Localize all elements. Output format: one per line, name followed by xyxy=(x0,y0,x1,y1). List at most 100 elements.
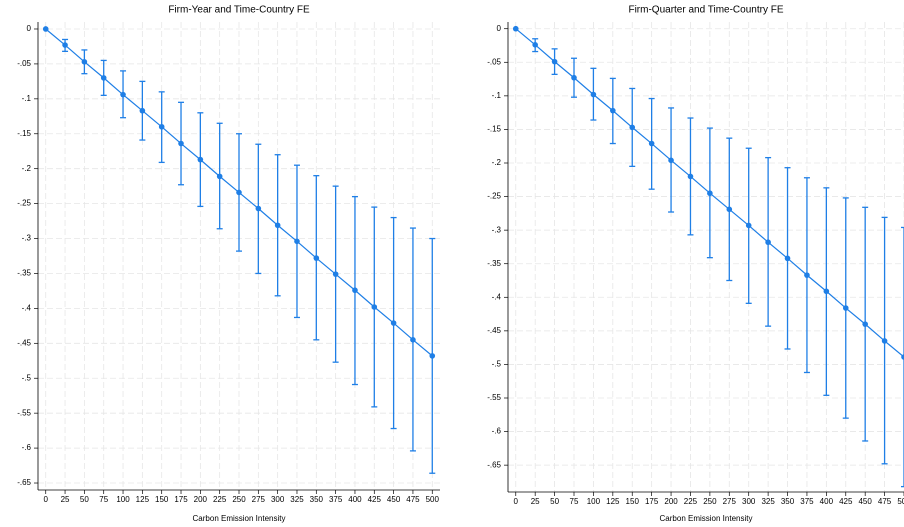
point xyxy=(512,25,519,32)
x-tick-label: 100 xyxy=(116,495,130,504)
x-tick-label: 450 xyxy=(387,495,401,504)
point xyxy=(804,272,810,278)
y-tick-label: -.4 xyxy=(22,303,32,312)
x-tick-label: 400 xyxy=(348,495,362,504)
point xyxy=(100,75,107,81)
y-tick-label: -.1 xyxy=(492,91,502,100)
x-tick-label: 25 xyxy=(61,495,70,504)
x-tick-label: 75 xyxy=(99,495,108,504)
chart-title: Firm-Year and Time-Country FE xyxy=(168,5,310,16)
point xyxy=(610,107,616,114)
y-tick-label: -.5 xyxy=(492,360,502,369)
y-tick-label: -.6 xyxy=(22,443,32,452)
point xyxy=(42,26,49,32)
point xyxy=(352,287,358,294)
x-tick-label: 475 xyxy=(878,497,892,506)
point xyxy=(81,59,88,65)
point xyxy=(236,189,242,196)
y-tick-label: -.35 xyxy=(487,259,501,268)
y-tick-label: -.45 xyxy=(487,326,501,335)
x-tick-label: 475 xyxy=(406,495,420,504)
x-tick-label: 50 xyxy=(80,495,89,504)
x-axis-label: Carbon Emission Intensity xyxy=(660,514,753,523)
point xyxy=(216,173,223,180)
x-tick-label: 100 xyxy=(587,497,601,506)
y-tick-label: -.4 xyxy=(492,292,502,301)
x-tick-label: 325 xyxy=(290,495,304,504)
x-tick-label: 50 xyxy=(550,497,559,506)
point xyxy=(62,42,68,48)
x-tick-label: 275 xyxy=(252,495,266,504)
point xyxy=(648,140,655,147)
x-tick-label: 325 xyxy=(761,497,775,506)
point xyxy=(120,91,126,98)
x-tick-label: 375 xyxy=(329,495,343,504)
point xyxy=(590,91,597,98)
point xyxy=(707,190,713,197)
x-tick-label: 450 xyxy=(858,497,872,506)
y-tick-label: -.15 xyxy=(487,125,501,134)
y-tick-label: -.3 xyxy=(22,234,32,243)
x-tick-label: 0 xyxy=(514,497,519,506)
y-tick-label: -.55 xyxy=(17,408,31,417)
x-axis-label: Carbon Emission Intensity xyxy=(193,514,286,523)
x-tick-label: 150 xyxy=(626,497,640,506)
point xyxy=(158,123,165,130)
point xyxy=(197,156,204,163)
x-tick-label: 175 xyxy=(645,497,659,506)
x-tick-label: 275 xyxy=(723,497,737,506)
y-tick-label: -.65 xyxy=(487,460,501,469)
x-tick-label: 300 xyxy=(271,495,285,504)
y-tick-label: -.1 xyxy=(22,94,32,103)
x-tick-label: 300 xyxy=(742,497,756,506)
point xyxy=(823,288,830,295)
x-tick-label: 400 xyxy=(820,497,834,506)
point xyxy=(313,255,320,261)
point xyxy=(842,305,849,311)
x-tick-label: 250 xyxy=(703,497,717,506)
point xyxy=(765,239,771,246)
point xyxy=(901,354,904,360)
point xyxy=(255,205,262,212)
x-tick-label: 175 xyxy=(174,495,188,504)
x-tick-label: 75 xyxy=(570,497,579,506)
y-tick-label: -.3 xyxy=(492,225,502,234)
x-tick-label: 125 xyxy=(136,495,150,504)
x-tick-label: 350 xyxy=(781,497,795,506)
y-tick-label: -.05 xyxy=(487,57,501,66)
x-tick-label: 425 xyxy=(839,497,853,506)
point xyxy=(532,42,538,48)
y-tick-label: 0 xyxy=(497,24,502,33)
y-tick-label: -.5 xyxy=(22,373,32,382)
y-tick-label: -.45 xyxy=(17,338,31,347)
point xyxy=(784,255,791,262)
x-tick-label: 225 xyxy=(684,497,698,506)
point xyxy=(390,320,397,326)
point xyxy=(629,124,636,131)
point xyxy=(726,206,733,213)
x-tick-label: 250 xyxy=(232,495,246,504)
y-tick-label: -.15 xyxy=(17,129,31,138)
point xyxy=(668,157,674,164)
y-tick-label: -.55 xyxy=(487,393,501,402)
point xyxy=(410,337,416,343)
x-tick-label: 0 xyxy=(44,495,49,504)
x-tick-label: 500 xyxy=(897,497,904,506)
y-tick-label: -.65 xyxy=(17,478,31,487)
point xyxy=(429,353,436,359)
x-tick-label: 125 xyxy=(606,497,620,506)
point xyxy=(687,173,694,180)
point xyxy=(371,304,378,310)
x-tick-label: 350 xyxy=(310,495,324,504)
chart-title: Firm-Quarter and Time-Country FE xyxy=(628,5,783,16)
point xyxy=(551,58,558,65)
y-tick-label: -.2 xyxy=(22,164,32,173)
y-tick-label: -.35 xyxy=(17,269,31,278)
y-tick-label: -.05 xyxy=(17,59,31,68)
x-tick-label: 25 xyxy=(531,497,540,506)
point xyxy=(178,140,184,147)
y-tick-label: -.6 xyxy=(492,427,502,436)
point xyxy=(139,107,146,114)
y-tick-label: -.25 xyxy=(17,199,31,208)
